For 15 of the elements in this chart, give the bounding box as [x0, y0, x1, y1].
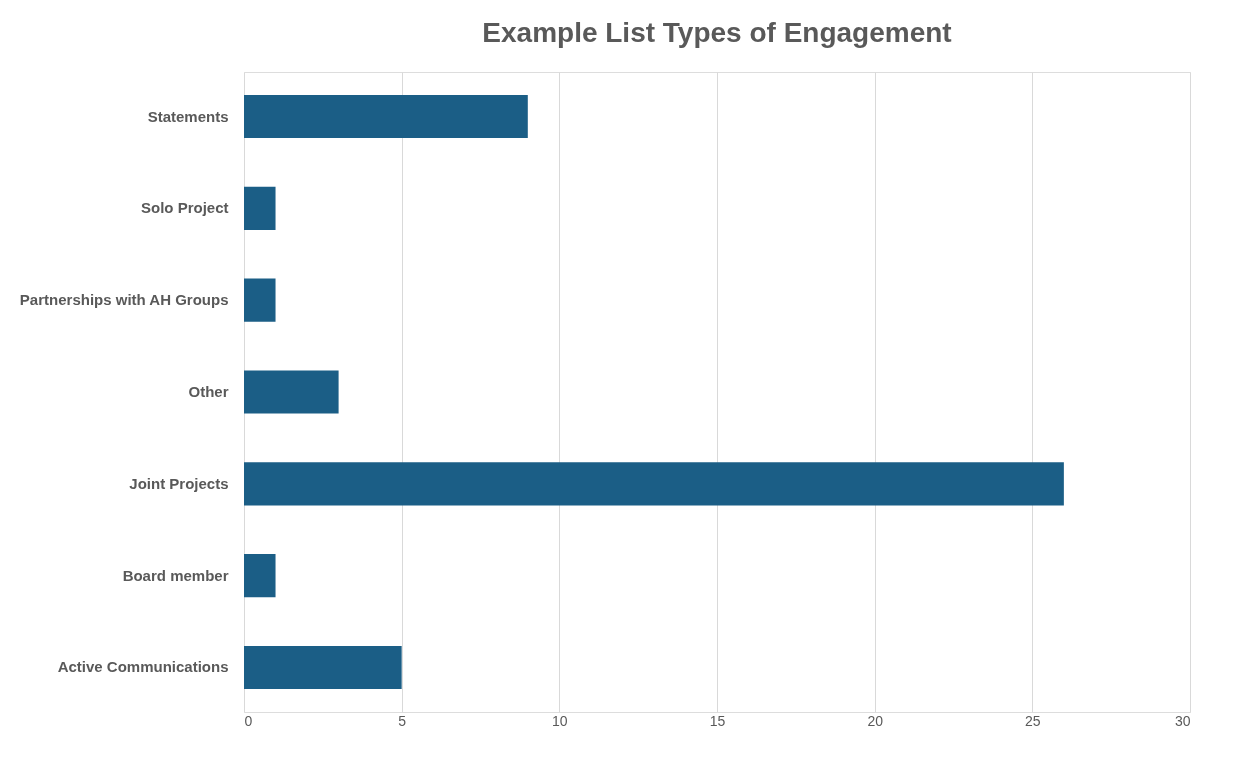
x-tick-label: 15 — [709, 712, 726, 729]
y-tick-label: Partnerships with AH Groups — [19, 291, 229, 309]
y-tick-label: Solo Project — [140, 199, 229, 217]
x-tick-label: 0 — [244, 712, 253, 729]
y-tick-label: Board member — [122, 566, 229, 584]
y-tick-label: Statements — [147, 107, 229, 125]
y-tick-label: Active Communications — [57, 658, 229, 676]
x-tick-label: 30 — [1174, 712, 1191, 729]
x-tick-label: 10 — [552, 712, 568, 729]
x-tick-label: 25 — [1025, 712, 1041, 729]
x-tick-label: 5 — [398, 712, 407, 729]
chart-title: Example List Types of Engagement — [482, 17, 952, 48]
y-tick-label: Other — [188, 383, 229, 400]
y-tick-label: Joint Projects — [129, 474, 229, 492]
x-tick-label: 20 — [867, 712, 884, 729]
